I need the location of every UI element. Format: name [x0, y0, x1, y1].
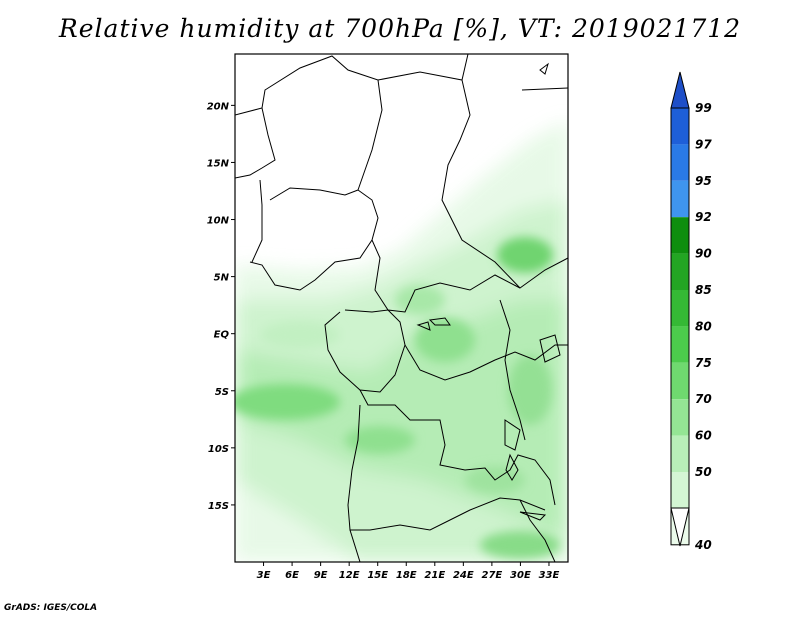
country-boundaries	[235, 54, 568, 562]
colorbar-swatch	[671, 435, 689, 472]
triangle-down-icon	[670, 507, 690, 547]
lon-tick-label: 21E	[424, 570, 445, 581]
colorbar-swatch	[671, 362, 689, 400]
colorbar-label: 50	[695, 465, 712, 479]
lon-tick-label: 6E	[285, 570, 299, 581]
lat-tick-label: 15N	[207, 158, 230, 169]
credit-text: GrADS: IGES/COLA	[4, 603, 98, 613]
colorbar-swatch	[671, 253, 689, 290]
lon-tick-label: 3E	[257, 570, 271, 581]
map-axes: 20N 15N 10N 5N EQ 5S 10S 15S 3E 6E 9E 12E 15E 18E 21E 2…	[207, 101, 560, 581]
map-frame	[234, 53, 569, 563]
colorbar-swatch	[671, 399, 689, 436]
colorbar-label: 97	[695, 137, 712, 151]
colorbar-swatch	[671, 144, 689, 181]
colorbar-label: 70	[695, 392, 712, 406]
colorbar-label: 75	[695, 356, 712, 370]
humidity-field	[235, 120, 568, 562]
colorbar-label: 80	[695, 319, 712, 333]
lon-tick-label: 15E	[367, 570, 388, 581]
lon-tick-label: 24E	[453, 570, 474, 581]
colorbar-label: 85	[695, 283, 712, 297]
colorbar-swatch	[671, 326, 689, 363]
lat-tick-label: 5N	[214, 273, 230, 284]
lat-tick-label: 5S	[215, 387, 229, 398]
colorbar-label: 92	[695, 210, 712, 224]
colorbar-swatch	[671, 180, 689, 218]
colorbar-label: 40	[694, 538, 712, 552]
triangle-up-icon	[670, 71, 690, 109]
colorbar-swatch	[671, 108, 689, 145]
lat-tick-label: 15S	[208, 501, 229, 512]
colorbar-label: 90	[695, 247, 712, 261]
colorbar-label: 60	[695, 429, 712, 443]
lat-tick-label: 10N	[207, 216, 230, 227]
lat-tick-label: 10S	[208, 444, 229, 455]
colorbar-swatch	[671, 217, 689, 254]
lon-tick-label: 30E	[510, 570, 531, 581]
lat-tick-label: 20N	[207, 101, 230, 112]
lon-tick-label: 9E	[314, 570, 328, 581]
lon-tick-label: 12E	[339, 570, 360, 581]
colorbar-swatch	[671, 472, 689, 509]
lat-tick-label: EQ	[214, 330, 230, 341]
colorbar-swatch	[671, 290, 689, 327]
lon-tick-label: 27E	[482, 570, 503, 581]
colorbar-label: 99	[695, 101, 712, 115]
colorbar-label: 95	[695, 174, 712, 188]
map-title: Relative humidity at 700hPa [%], VT: 201…	[58, 14, 742, 43]
lon-tick-label: 18E	[396, 570, 417, 581]
lon-tick-label: 33E	[539, 570, 560, 581]
colorbar: 99 97 95 92 90 85 80 75 70 60 50 40	[670, 71, 712, 552]
